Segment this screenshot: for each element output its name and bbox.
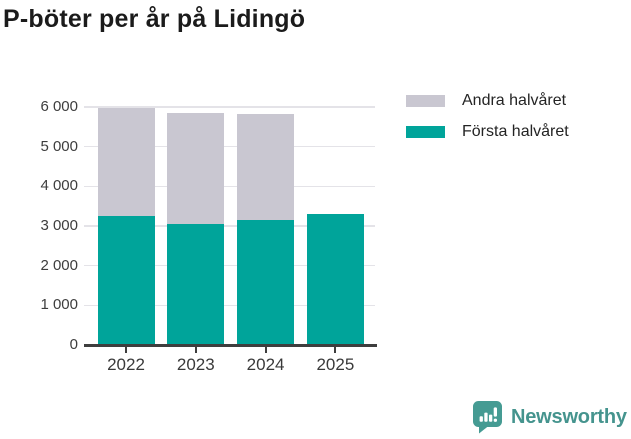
x-tick — [264, 347, 267, 353]
bar-segment-2023-first-half — [167, 223, 225, 345]
y-tick-label: 2 000 — [40, 256, 78, 274]
bar-segment-2022-second-half — [97, 108, 155, 217]
y-tick-label: 4 000 — [40, 177, 78, 195]
x-tick-label: 2024 — [246, 355, 285, 374]
x-tick-label: 2023 — [176, 355, 215, 374]
x-tick-label: 2025 — [316, 355, 355, 374]
legend-item: Andra halvåret — [406, 92, 569, 110]
y-tick-label: 3 000 — [40, 217, 78, 234]
legend: Andra halvåret Första halvåret — [406, 92, 569, 141]
x-tick — [194, 347, 197, 353]
gridline — [84, 264, 375, 267]
gridline — [84, 304, 375, 307]
x-tick — [334, 347, 337, 353]
chart-title: P-böter per år på Lidingö — [3, 5, 306, 33]
y-tick-label: 5 000 — [40, 137, 78, 155]
gridline — [84, 225, 375, 227]
legend-item: Första halvåret — [406, 123, 569, 141]
gridline — [84, 185, 375, 188]
newsworthy-bubble-chart-icon — [473, 401, 502, 434]
newsworthy-logo: Newsworthy — [472, 400, 627, 434]
bar-segment-2024-second-half — [237, 113, 295, 220]
legend-swatch — [406, 126, 445, 138]
legend-swatch — [406, 95, 445, 107]
bar-segment-2023-second-half — [167, 112, 225, 224]
bar-segment-2025-first-half — [306, 213, 364, 345]
newsworthy-wordmark: Newsworthy — [511, 405, 627, 428]
x-axis-line — [84, 344, 377, 347]
x-tick-label: 2022 — [107, 355, 145, 374]
bar-segment-2024-first-half — [237, 219, 295, 345]
legend-label: Andra halvåret — [462, 92, 567, 109]
bar-segment-2022-first-half — [97, 216, 155, 345]
y-tick-label: 0 — [69, 336, 78, 353]
y-tick-label: 6 000 — [40, 98, 78, 115]
gridline — [84, 106, 375, 108]
y-tick-label: 1 000 — [40, 296, 78, 314]
gridline — [84, 145, 375, 148]
x-tick — [125, 347, 127, 353]
legend-label: Första halvåret — [462, 123, 569, 140]
